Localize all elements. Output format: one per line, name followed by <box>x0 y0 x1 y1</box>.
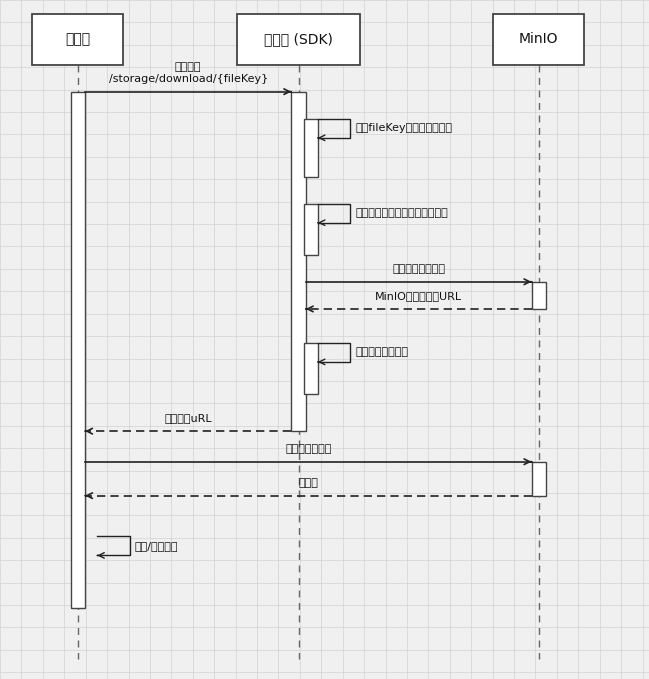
Text: 文件流: 文件流 <box>299 477 318 488</box>
Bar <box>532 282 546 309</box>
Text: MinIO: MinIO <box>519 32 558 46</box>
Text: 文件访问uRL: 文件访问uRL <box>164 413 212 423</box>
Text: 服务端 (SDK): 服务端 (SDK) <box>264 32 333 46</box>
Text: MinIO预签名文件URL: MinIO预签名文件URL <box>375 291 462 301</box>
Bar <box>237 14 360 65</box>
Bar <box>304 343 318 394</box>
Bar <box>291 92 306 431</box>
Text: 检查用户是否具备文件读取权限: 检查用户是否具备文件读取权限 <box>356 208 448 218</box>
Text: 请求文件访问地址: 请求文件访问地址 <box>392 263 445 274</box>
Text: 浏览器访问文件: 浏览器访问文件 <box>285 443 332 454</box>
Bar <box>532 462 546 496</box>
Text: 代理地址转换处理: 代理地址转换处理 <box>356 348 408 357</box>
Text: 浏览器: 浏览器 <box>66 32 90 46</box>
Text: 请求文件
/storage/download/{fileKey}: 请求文件 /storage/download/{fileKey} <box>108 62 268 84</box>
Bar <box>304 204 318 255</box>
Text: 展示/下载文件: 展示/下载文件 <box>135 541 178 551</box>
Bar <box>304 119 318 177</box>
Bar <box>493 14 584 65</box>
Text: 根据fileKey读取文件元数据: 根据fileKey读取文件元数据 <box>356 124 452 133</box>
Bar <box>32 14 123 65</box>
Bar <box>71 92 85 608</box>
